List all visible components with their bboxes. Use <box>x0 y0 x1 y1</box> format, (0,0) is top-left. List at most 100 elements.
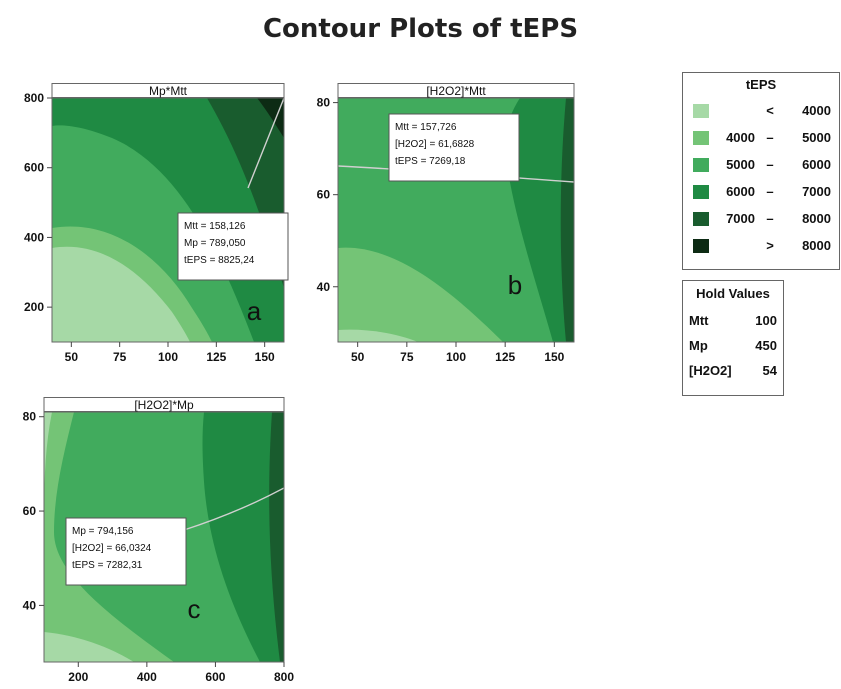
annotation-box: Mtt = 157,726 [H2O2] = 61,6828 tEPS = 7269… <box>388 113 520 182</box>
chart-title: Contour Plots of tEPS <box>262 14 579 44</box>
y-tick-label: 200 <box>24 300 44 314</box>
hold-value-name: [H2O2] <box>689 363 732 378</box>
x-tick-label: 100 <box>158 350 178 364</box>
x-tick-label: 50 <box>351 350 365 364</box>
annotation-line: Mp = 794,156 <box>72 526 134 537</box>
annotation-line: Mtt = 158,126 <box>184 221 246 232</box>
panel-letter: a <box>247 296 262 326</box>
contour-band <box>44 632 134 662</box>
x-tick-label: 150 <box>544 350 564 364</box>
contour-band <box>505 98 574 342</box>
x-tick-label: 600 <box>205 670 225 684</box>
legend-high: 8000 <box>802 211 831 226</box>
legend-title: tEPS <box>745 77 777 92</box>
legend-swatch <box>693 158 709 172</box>
legend-high: 6000 <box>802 157 831 172</box>
x-tick-label: 75 <box>113 350 127 364</box>
legend: tEPS <4000 4000–5000 5000–6000 6000–7000 700… <box>682 72 840 270</box>
annotation-frame <box>388 113 520 182</box>
contour-band <box>52 98 284 342</box>
x-tick-label: 50 <box>65 350 79 364</box>
y-tick-label: 40 <box>23 598 37 612</box>
legend-operator: – <box>766 157 774 172</box>
legend-item: 7000– 8000 <box>693 211 841 228</box>
contour-panel-c: [H2O2]*Mp 200 400 600 800 40 60 80 Mp = 794,156 [… <box>0 384 300 689</box>
plot-area: [H2O2]*Mp 200 400 600 800 40 60 80 Mp = 794,156 [… <box>23 397 294 684</box>
contour-band <box>52 246 190 342</box>
y-tick-label: 80 <box>23 410 37 424</box>
annotation-frame <box>65 517 187 586</box>
annotation-box: Mp = 794,156 [H2O2] = 66,0324 tEPS = 7282,… <box>65 517 187 586</box>
hold-value-row: Mtt 100 <box>689 313 777 331</box>
legend-low: 4000 <box>726 130 755 145</box>
annotation-line: tEPS = 7282,31 <box>72 560 143 571</box>
y-tick-label: 60 <box>23 504 37 518</box>
legend-item: 6000– 7000 <box>693 184 841 201</box>
annotation-line: [H2O2] = 61,6828 <box>395 139 475 150</box>
legend-high: 8000 <box>802 238 831 253</box>
legend-operator: – <box>766 211 774 226</box>
legend-high: 5000 <box>802 130 831 145</box>
legend-low: 7000 <box>726 211 755 226</box>
hold-value-name: Mp <box>689 338 708 353</box>
contour-plot-a: Mp*Mtt 50 75 100 125 150 200 400 600 800 Mtt = 158… <box>24 83 289 364</box>
contour-band <box>202 412 284 662</box>
plot-area: [H2O2]*Mtt 50 75 100 125 150 40 60 80 Mtt = 157,7… <box>317 83 575 364</box>
legend-high: 7000 <box>802 184 831 199</box>
legend-high: 4000 <box>802 103 831 118</box>
annotation-line: Mtt = 157,726 <box>395 122 457 133</box>
legend-low: 5000 <box>726 157 755 172</box>
annotation-line: [H2O2] = 66,0324 <box>72 543 152 554</box>
contour-band <box>269 412 284 662</box>
panel-title: [H2O2]*Mtt <box>426 84 486 98</box>
contour-band <box>560 98 574 342</box>
hold-value-number: 450 <box>755 338 777 353</box>
annotation-frame <box>177 212 289 281</box>
y-tick-label: 800 <box>24 91 44 105</box>
panel-letter: c <box>188 594 201 624</box>
annotation-line: tEPS = 8825,24 <box>184 255 255 266</box>
annotation-line: Mp = 789,050 <box>184 238 246 249</box>
legend-swatch <box>693 212 709 226</box>
legend-swatch <box>693 239 709 253</box>
legend-operator: – <box>766 130 774 145</box>
y-tick-label: 40 <box>317 280 331 294</box>
legend-item: 4000– 5000 <box>693 130 841 147</box>
legend-operator: < <box>766 103 774 118</box>
legend-swatch <box>693 131 709 145</box>
hold-values-title: Hold Values <box>696 286 770 301</box>
plot-area: Mp*Mtt 50 75 100 125 150 200 400 600 800 Mtt = 158… <box>24 83 289 364</box>
x-tick-label: 125 <box>495 350 515 364</box>
hold-values-box: Hold Values Mtt 100 Mp 450 [H2O2] 54 <box>682 280 784 396</box>
legend-swatch <box>693 104 709 118</box>
y-tick-label: 400 <box>24 230 44 244</box>
y-tick-label: 60 <box>317 188 331 202</box>
x-tick-label: 400 <box>137 670 157 684</box>
legend-item: <4000 <box>693 103 841 120</box>
panel-title: Mp*Mtt <box>149 84 188 98</box>
panel-header <box>51 83 285 98</box>
crosshair-line <box>247 98 284 189</box>
x-tick-label: 75 <box>400 350 414 364</box>
hold-value-number: 100 <box>755 313 777 328</box>
legend-item: 5000– 6000 <box>693 157 841 174</box>
x-tick-label: 150 <box>255 350 275 364</box>
y-tick-label: 80 <box>317 96 331 110</box>
contour-band <box>44 412 52 532</box>
legend-swatch <box>693 185 709 199</box>
contour-band <box>338 247 503 342</box>
panel-letter: b <box>508 270 522 300</box>
legend-item: >8000 <box>693 238 841 255</box>
contour-plot-c: [H2O2]*Mp 200 400 600 800 40 60 80 Mp = 794,156 [… <box>23 397 294 684</box>
hold-value-number: 54 <box>762 363 777 378</box>
annotation-line: tEPS = 7269,18 <box>395 156 466 167</box>
hold-value-name: Mtt <box>689 313 709 328</box>
contour-band <box>338 329 418 342</box>
panel-header <box>43 397 285 412</box>
contour-panel-a: Mp*Mtt 50 75 100 125 150 200 400 600 800 Mtt = 158… <box>0 70 300 364</box>
annotation-box: Mtt = 158,126 Mp = 789,050 tEPS = 8825,24 <box>177 212 289 281</box>
legend-operator: – <box>766 184 774 199</box>
panel-header <box>337 83 575 98</box>
hold-value-row: Mp 450 <box>689 338 777 356</box>
legend-operator: > <box>766 238 774 253</box>
